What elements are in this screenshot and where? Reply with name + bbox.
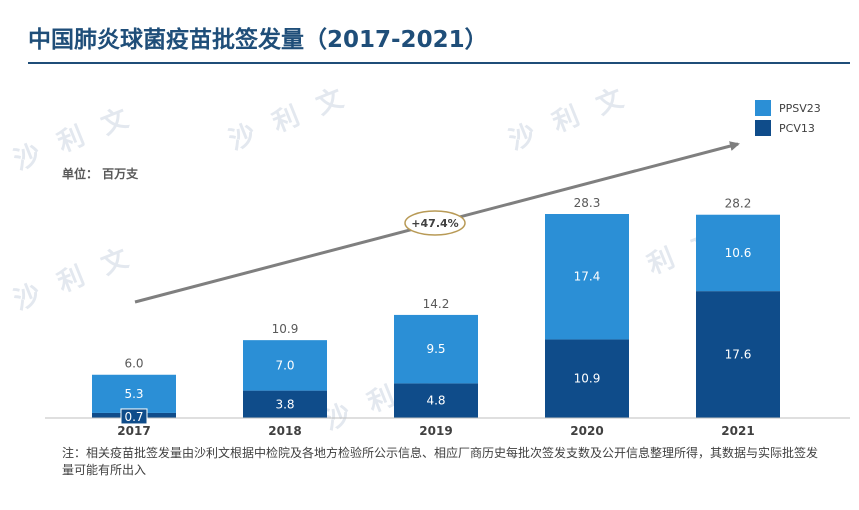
footnote: 注：相关疫苗批签发量由沙利文根据中检院及各地方检验所公示信息、相应厂商历史每批次… — [62, 446, 819, 477]
growth-annotation: +47.4% — [411, 217, 458, 230]
unit-label: 单位： 百万支 — [62, 167, 139, 181]
page-title: 中国肺炎球菌疫苗批签发量（2017-2021） — [28, 27, 488, 53]
bar-ppsv23-2020 — [545, 214, 629, 340]
x-tick-label-2018: 2018 — [268, 424, 301, 438]
bar-pcv13-2021 — [696, 291, 780, 418]
total-label-2019: 14.2 — [423, 297, 450, 311]
x-tick-label-2020: 2020 — [570, 424, 603, 438]
bar-pcv13-2018 — [243, 390, 327, 418]
bar-pcv13-2020 — [545, 339, 629, 418]
title-divider — [28, 62, 850, 64]
total-label-2020: 28.3 — [574, 196, 601, 210]
data-label-pcv13-2017: 0.7 — [124, 410, 143, 424]
data-label-pcv13-2019: 4.8 — [426, 394, 445, 408]
data-label-ppsv23-2018: 7.0 — [275, 358, 294, 372]
data-label-box-pcv13-2017 — [120, 408, 148, 425]
total-label-2021: 28.2 — [725, 197, 752, 211]
x-tick-label-2021: 2021 — [721, 424, 754, 438]
bars-group — [92, 214, 780, 418]
x-tick-label-2017: 2017 — [117, 424, 150, 438]
legend-swatch-pcv13 — [755, 120, 771, 136]
bar-ppsv23-2021 — [696, 214, 780, 292]
total-label-2017: 6.0 — [124, 357, 143, 371]
data-label-pcv13-2021: 17.6 — [725, 348, 752, 362]
legend-swatch-ppsv23 — [755, 100, 771, 116]
bar-ppsv23-2017 — [92, 374, 176, 413]
data-label-pcv13-2018: 3.8 — [275, 397, 294, 411]
x-tick-label-2019: 2019 — [419, 424, 452, 438]
bar-ppsv23-2019 — [394, 314, 478, 384]
labels-group: 5.3 0.7 6.0 2017 7.0 3.8 10.9 2018 9.5 4.8 14.2 201… — [117, 196, 754, 438]
chart-legend: PPSV23 PCV13 — [755, 98, 821, 138]
bar-ppsv23-2018 — [243, 340, 327, 391]
data-label-ppsv23-2020: 17.4 — [574, 270, 601, 284]
legend-label-ppsv23: PPSV23 — [779, 101, 821, 115]
legend-label-pcv13: PCV13 — [779, 121, 815, 135]
total-label-2018: 10.9 — [272, 322, 299, 336]
legend-item-ppsv23: PPSV23 — [755, 98, 821, 118]
data-label-pcv13-2020: 10.9 — [574, 372, 601, 386]
data-label-ppsv23-2021: 10.6 — [725, 246, 752, 260]
bar-pcv13-2019 — [394, 383, 478, 418]
legend-item-pcv13: PCV13 — [755, 118, 821, 138]
data-label-ppsv23-2017: 5.3 — [124, 387, 143, 401]
data-label-ppsv23-2019: 9.5 — [426, 342, 445, 356]
growth-annotation-bubble — [404, 210, 466, 236]
